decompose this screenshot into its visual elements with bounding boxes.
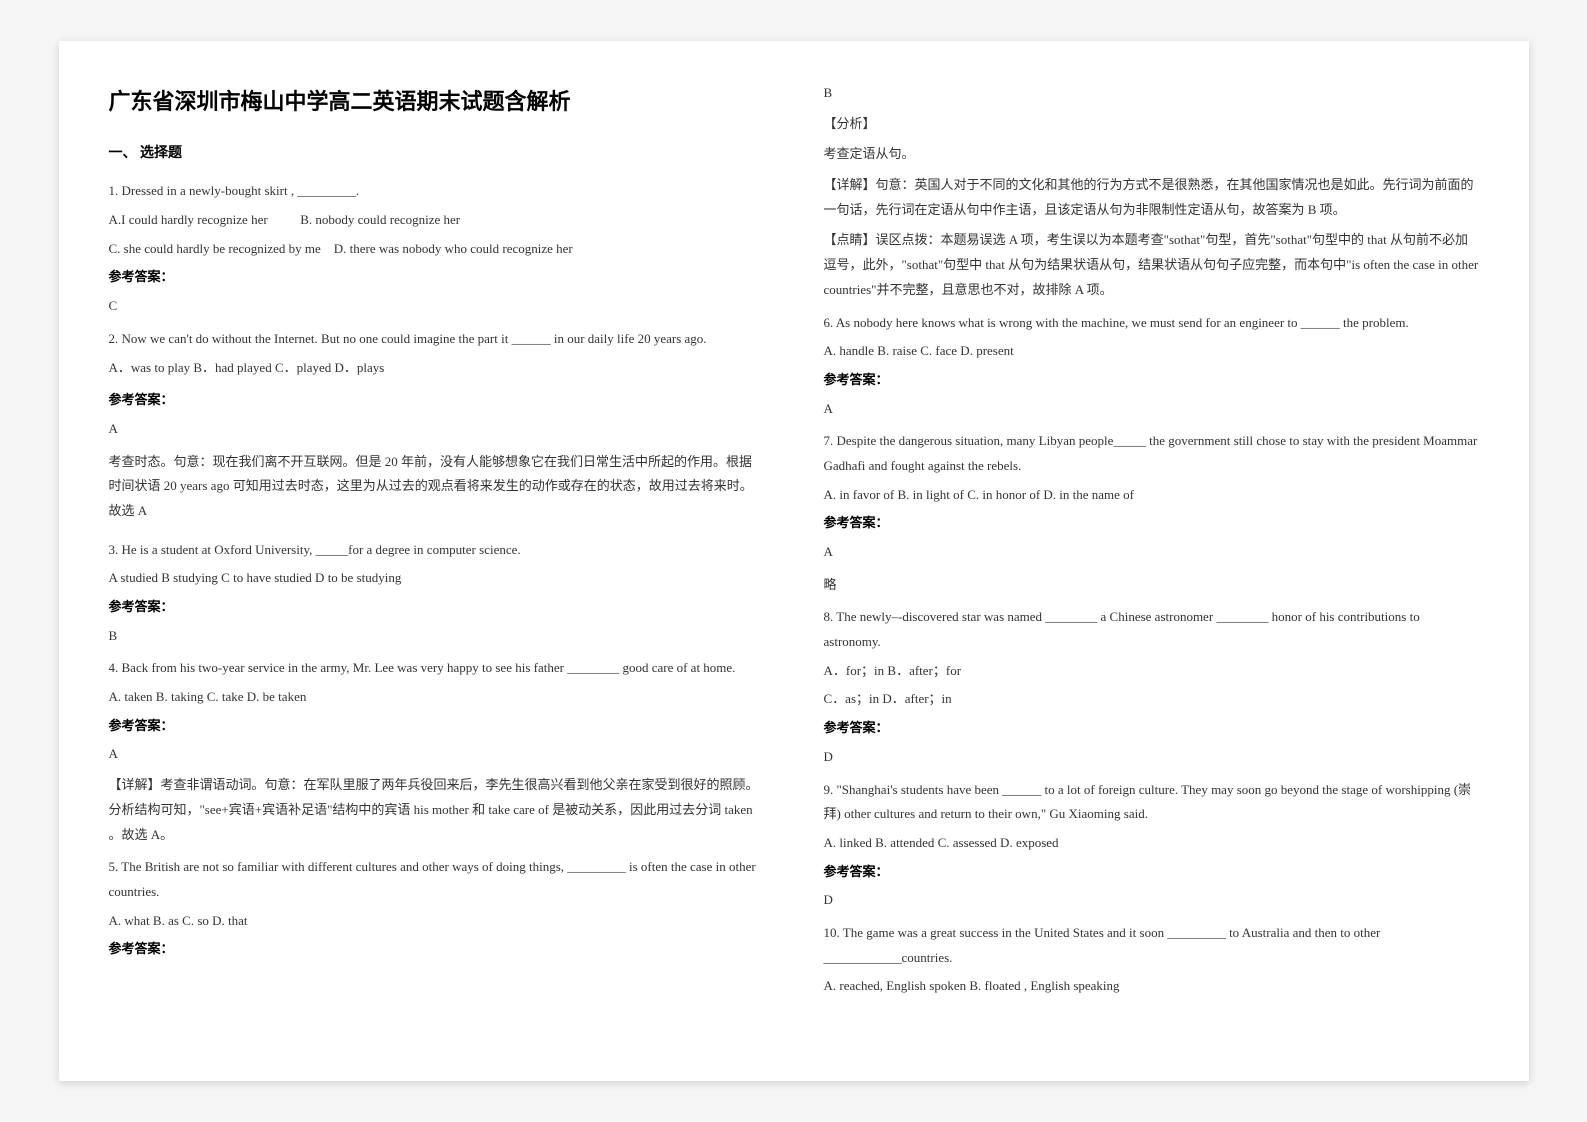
q2-stem: 2. Now we can't do without the Internet.…	[109, 327, 764, 352]
q6-answer: A	[824, 397, 1479, 422]
q2-answer: A	[109, 417, 764, 442]
q2-answer-label: 参考答案：	[109, 388, 764, 413]
q8-answer: D	[824, 745, 1479, 770]
q2-explanation: 考查时态。句意：现在我们离不开互联网。但是 20 年前，没有人能够想象它在我们日…	[109, 450, 764, 524]
q3-opts: A studied B studying C to have studied D…	[109, 566, 764, 591]
q9-answer-label: 参考答案：	[824, 860, 1479, 885]
q4-answer-label: 参考答案：	[109, 714, 764, 739]
q7-answer: A	[824, 540, 1479, 565]
q5-stem: 5. The British are not so familiar with …	[109, 855, 764, 904]
right-column: B 【分析】 考查定语从句。 【详解】句意：英国人对于不同的文化和其他的行为方式…	[824, 81, 1479, 1041]
q4-explanation: 【详解】考查非谓语动词。句意：在军队里服了两年兵役回来后，李先生很高兴看到他父亲…	[109, 773, 764, 847]
q5-exp4: 【点睛】误区点拨：本题易误选 A 项，考生误以为本题考查"sothat"句型，首…	[824, 228, 1479, 302]
document-title: 广东省深圳市梅山中学高二英语期末试题含解析	[109, 81, 764, 123]
q1-optC: C. she could hardly be recognized by me	[109, 241, 321, 256]
q1-options-row2: C. she could hardly be recognized by me …	[109, 237, 764, 262]
q9-opts: A. linked B. attended C. assessed D. exp…	[824, 831, 1479, 856]
q7-stem: 7. Despite the dangerous situation, many…	[824, 429, 1479, 478]
q3-stem: 3. He is a student at Oxford University,…	[109, 538, 764, 563]
q1-answer-label: 参考答案：	[109, 265, 764, 290]
q3-answer-label: 参考答案：	[109, 595, 764, 620]
q3-answer: B	[109, 624, 764, 649]
q8-answer-label: 参考答案：	[824, 716, 1479, 741]
q5-exp2: 考查定语从句。	[824, 142, 1479, 167]
q8-opts2: C．as；in D．after；in	[824, 687, 1479, 712]
section-header: 一、 选择题	[109, 141, 764, 168]
q5-opts: A. what B. as C. so D. that	[109, 909, 764, 934]
q7-answer-label: 参考答案：	[824, 511, 1479, 536]
q9-stem: 9. "Shanghai's students have been ______…	[824, 778, 1479, 827]
q6-stem: 6. As nobody here knows what is wrong wi…	[824, 311, 1479, 336]
q10-opts: A. reached, English spoken B. floated , …	[824, 974, 1479, 999]
q4-opts: A. taken B. taking C. take D. be taken	[109, 685, 764, 710]
q8-stem: 8. The newly–-discovered star was named …	[824, 605, 1479, 654]
left-column: 广东省深圳市梅山中学高二英语期末试题含解析 一、 选择题 1. Dressed …	[109, 81, 764, 1041]
q9-answer: D	[824, 888, 1479, 913]
document-page: 广东省深圳市梅山中学高二英语期末试题含解析 一、 选择题 1. Dressed …	[59, 41, 1529, 1081]
q5-answer: B	[824, 81, 1479, 106]
q2-opts: A．was to play B．had played C．played D．pl…	[109, 356, 764, 381]
q1-stem: 1. Dressed in a newly-bought skirt , ___…	[109, 179, 764, 204]
q4-answer: A	[109, 742, 764, 767]
q6-opts: A. handle B. raise C. face D. present	[824, 339, 1479, 364]
q7-exp: 略	[824, 573, 1479, 598]
q5-exp1: 【分析】	[824, 112, 1479, 137]
q1-options-row1: A.I could hardly recognize her B. nobody…	[109, 208, 764, 233]
q1-optD: D. there was nobody who could recognize …	[334, 241, 573, 256]
q4-stem: 4. Back from his two-year service in the…	[109, 656, 764, 681]
q5-answer-label: 参考答案：	[109, 937, 764, 962]
q8-opts1: A．for；in B．after；for	[824, 659, 1479, 684]
q1-answer: C	[109, 294, 764, 319]
q1-optA: A.I could hardly recognize her	[109, 212, 268, 227]
q6-answer-label: 参考答案：	[824, 368, 1479, 393]
q1-optB: B. nobody could recognize her	[300, 212, 460, 227]
q5-exp3: 【详解】句意：英国人对于不同的文化和其他的行为方式不是很熟悉，在其他国家情况也是…	[824, 173, 1479, 222]
q10-stem: 10. The game was a great success in the …	[824, 921, 1479, 970]
q7-opts: A. in favor of B. in light of C. in hono…	[824, 483, 1479, 508]
